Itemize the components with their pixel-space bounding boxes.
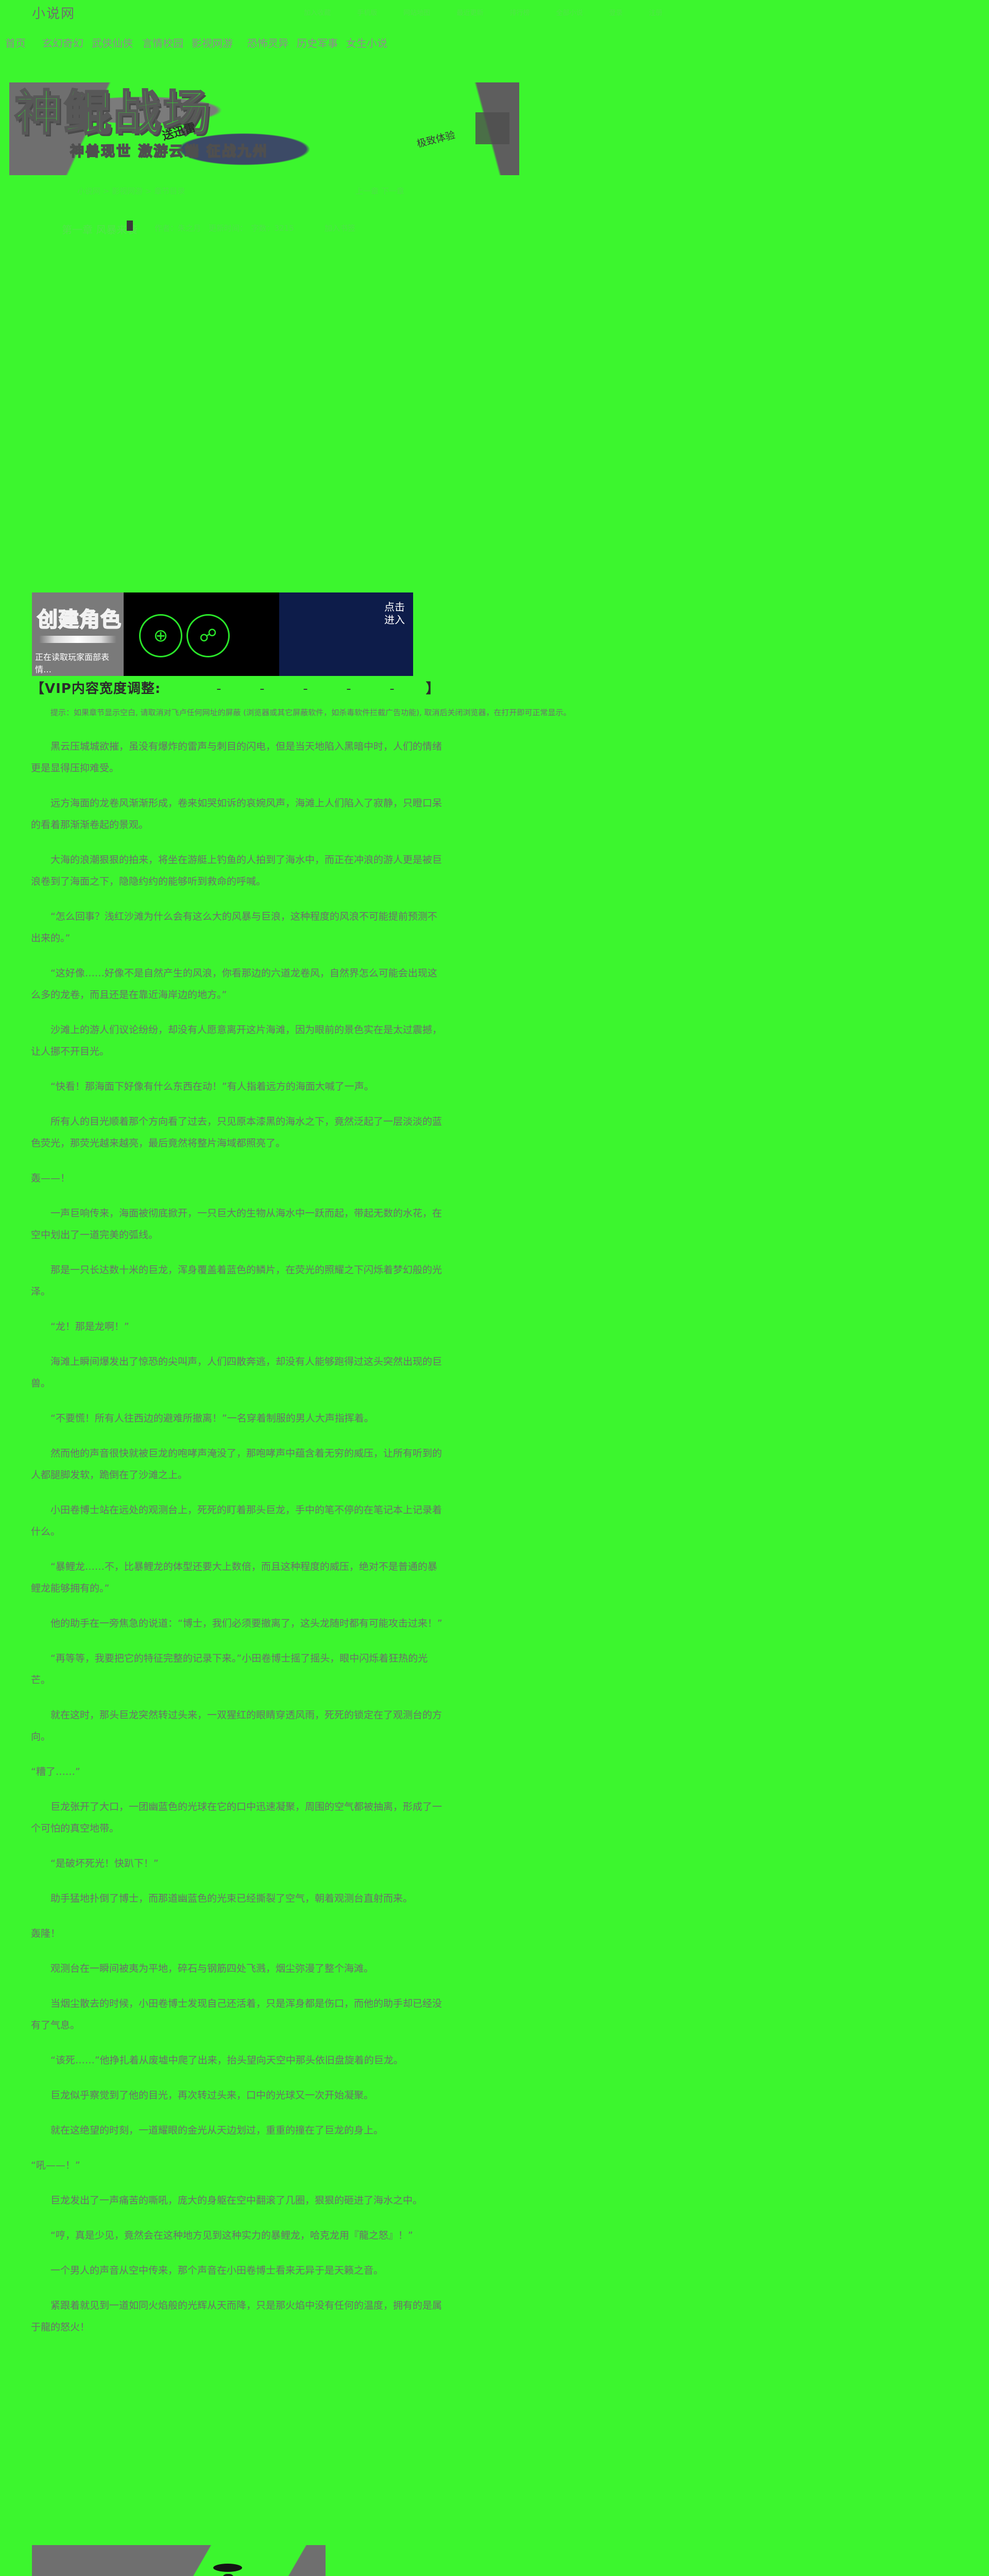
- vip-width-option[interactable]: -: [260, 681, 265, 697]
- paragraph: “龙！那是龙啊！”: [50, 1321, 129, 1332]
- banner-title: 神鲲战场: [13, 86, 213, 141]
- paragraph: 当烟尘散去的时候，小田卷博士发现自己还活着，只是浑身都是伤口，而他的助手却已经没…: [31, 1998, 442, 2031]
- face-scan-icon: ☍: [186, 614, 230, 657]
- main-navigation: 首页 玄幻奇幻 武侠仙侠 言情校园 影视网游 恐怖灵异 历史军事 女生小说: [0, 35, 989, 64]
- topbar-link[interactable]: 登录: [609, 9, 623, 17]
- paragraph: 紧跟着就见到一道如同火焰般的光辉从天而降，只是那火焰中没有任何的温度，拥有的是属…: [31, 2300, 442, 2333]
- paragraph: “不要慌！所有人往西边的避难所撤离！”一名穿着制服的男人大声指挥着。: [50, 1413, 374, 1424]
- paragraph: “是破坏死光！快趴下！”: [50, 1858, 159, 1869]
- topbar-link[interactable]: 最近更新: [456, 9, 484, 17]
- topbar-link[interactable]: 全部小说: [556, 9, 583, 17]
- divider: [39, 636, 116, 643]
- topbar-link[interactable]: 排行榜: [509, 9, 530, 17]
- site-topbar: 小说网 加入收藏 手机版 网站地图 最近更新 排行榜 全部小说 登录 注册: [0, 0, 989, 31]
- banner-badge-icon: [475, 112, 509, 144]
- vip-width-option[interactable]: -: [389, 681, 395, 697]
- paragraph: 就在这绝望的时刻，一道耀眼的金光从天边划过，重重的撞在了巨龙的身上。: [50, 2125, 384, 2136]
- paragraph: “再等等，我要把它的特征完整的记录下来。”小田卷博士摇了摇头，眼中闪烁着狂热的光…: [31, 1653, 428, 1686]
- paragraph: 海滩上瞬间爆发出了惊恐的尖叫声，人们四散奔逃，却没有人能够跑得过这头突然出现的巨…: [31, 1356, 442, 1389]
- paragraph: 一个男人的声音从空中传来，那个声音在小田卷博士看来无异于是天籁之音。: [50, 2265, 384, 2276]
- paragraph: 所有人的目光顺着那个方向看了过去，只见原本漆黑的海水之下，竟然泛起了一层淡淡的蓝…: [31, 1116, 442, 1149]
- paragraph: 一声巨响传来，海面被彻底掀开，一只巨大的生物从海水中一跃而起，带起无数的水花，在…: [31, 1208, 442, 1241]
- paragraph: 沙滩上的游人们议论纷纷，却没有人愿意离开这片海滩，因为眼前的景色实在是太过震撼，…: [31, 1024, 442, 1057]
- nav-item-fantasy[interactable]: 玄幻奇幻: [42, 37, 83, 49]
- paragraph: “快看！那海面下好像有什么东西在动！”有人指着远方的海面大喊了一声。: [50, 1081, 374, 1092]
- paragraph: 轰隆！: [31, 1928, 61, 1939]
- nav-item-game[interactable]: 影视网游: [192, 37, 233, 49]
- game-ad-cta-button[interactable]: 点击进入: [384, 601, 405, 626]
- site-logo[interactable]: 小说网: [32, 6, 76, 22]
- paragraph: 轰——！: [31, 1173, 71, 1184]
- topbar-link[interactable]: 注册: [649, 9, 662, 17]
- paragraph: “该死……”他挣扎着从废墟中爬了出来，抬头望向天空中那头依旧盘旋着的巨龙。: [50, 2055, 403, 2066]
- paragraph: “糟了……”: [31, 1766, 80, 1777]
- face-target-icon: ⊕: [139, 614, 182, 657]
- bookmark-button[interactable]: 加入书签: [325, 224, 356, 233]
- airplane-icon: [213, 2564, 242, 2572]
- paragraph: “怎么回事？浅红沙滩为什么会有这么大的风暴与巨浪，这种程度的风浪不可能提前预测不…: [31, 911, 437, 944]
- breadcrumb-nav[interactable]: 上一章 下一章: [355, 187, 404, 196]
- nav-item-wuxia[interactable]: 武侠仙侠: [92, 37, 133, 49]
- hot-air-balloon-icon: [221, 2574, 235, 2576]
- vip-width-options: - - - - -: [200, 681, 411, 697]
- game-ad-box[interactable]: 创建角色 正在读取玩家面部表情… ⊕ ☍ 点击进入: [32, 592, 413, 676]
- paragraph: “哼，真是少见，竟然会在这种地方见到这种实力的暴鲤龙，哈克龙用『龍之怒』！”: [50, 2230, 413, 2241]
- topbar-link-list: 加入收藏 手机版 网站地图 最近更新 排行榜 全部小说 登录 注册: [304, 7, 922, 17]
- topbar-link[interactable]: 加入收藏: [304, 9, 331, 17]
- topbar-link[interactable]: 网站地图: [403, 9, 431, 17]
- banner-artwork: [9, 82, 519, 175]
- nav-item-romance[interactable]: 言情校园: [142, 37, 183, 49]
- paragraph: 助手猛地扑倒了博士，而那道幽蓝色的光束已经撕裂了空气，朝着观测台直射而来。: [50, 1893, 413, 1904]
- nav-item-horror[interactable]: 恐怖灵异: [247, 37, 288, 49]
- vip-width-label: 【VIP内容宽度调整:: [31, 681, 161, 697]
- paragraph: 巨龙似乎察觉到了他的目光，再次转过头来，口中的光球又一次开始凝聚。: [50, 2090, 374, 2101]
- nav-item-home[interactable]: 首页: [5, 37, 26, 49]
- game-ad-left-panel: 创建角色 正在读取玩家面部表情…: [32, 592, 124, 676]
- banner-artwork: [32, 2545, 326, 2576]
- paragraph: 观测台在一瞬间被夷为平地，碎石与钢筋四处飞溅，烟尘弥漫了整个海滩。: [50, 1963, 374, 1974]
- paragraph: 大海的浪潮狠狠的拍来，将坐在游艇上钓鱼的人拍到了海水中，而正在冲浪的游人更是被巨…: [31, 854, 442, 887]
- paragraph: “这好像……好像不是自然产生的风浪，你看那边的六道龙卷风，自然界怎么可能会出现这…: [31, 968, 437, 1001]
- vip-width-bracket: 】: [425, 681, 440, 697]
- game-ad-preview: ⊕ ☍: [124, 592, 279, 676]
- paragraph: 然而他的声音很快就被巨龙的咆哮声淹没了，那咆哮声中蕴含着无穷的威压，让所有听到的…: [31, 1448, 442, 1481]
- paragraph: “暴鲤龙……不，比暴鲤龙的体型还要大上数倍，而且这种程度的威压，绝对不是普通的暴…: [31, 1561, 437, 1594]
- banner-subtitle: 神兽现世 激游云端 征战九州: [70, 143, 268, 160]
- chapter-meta: 作者：朱之月 更新时间： 字数：3215: [155, 224, 294, 233]
- paragraph: 那是一只长达数十米的巨龙，浑身覆盖着蓝色的鳞片，在荧光的照耀之下闪烁着梦幻般的光…: [31, 1264, 442, 1297]
- paragraph: 他的助手在一旁焦急的说道：“博士，我们必须要撤离了，这头龙随时都有可能攻击过来！…: [50, 1618, 442, 1629]
- nav-item-history[interactable]: 历史军事: [297, 37, 338, 49]
- paragraph: “吼——！”: [31, 2160, 80, 2171]
- paragraph: 黑云压城城欲摧，虽没有爆炸的雷声与刺目的闪电，但是当天地陷入黑暗中时，人们的情绪…: [31, 741, 442, 774]
- display-tip-text: 提示：如果章节显示空白, 请取消对飞卢任何网址的屏蔽 (浏览器或其它屏蔽软件，如…: [50, 708, 571, 717]
- paragraph: 远方海面的龙卷风渐渐形成，卷来如哭如诉的哀婉风声，海滩上人们陷入了寂静，只瞪口呆…: [31, 798, 442, 831]
- vip-width-option[interactable]: -: [216, 681, 222, 697]
- paragraph: 巨龙张开了大口，一团幽蓝色的光球在它的口中迅速凝聚，周围的空气都被抽离，形成了一…: [31, 1801, 442, 1834]
- game-ad-right-panel: 点击进入: [279, 592, 413, 676]
- paragraph: 就在这时，那头巨龙突然转过头来，一双猩红的眼睛穿透风雨，死死的锁定在了观测台的方…: [31, 1709, 442, 1742]
- top-banner-ad[interactable]: 神鲲战场 神兽现世 激游云端 征战九州 送迅雷 极致体验: [9, 82, 519, 175]
- paragraph: 小田卷博士站在远处的观测台上，死死的盯着那头巨龙，手中的笔不停的在笔记本上记录着…: [31, 1504, 442, 1537]
- game-ad-note: 正在读取玩家面部表情…: [35, 652, 110, 674]
- chapter-title: 第一章 风暴来袭: [62, 224, 138, 236]
- vip-width-option[interactable]: -: [346, 681, 352, 697]
- chapter-body: 黑云压城城欲摧，虽没有爆炸的雷声与刺目的闪电，但是当天地陷入黑暗中时，人们的情绪…: [31, 736, 443, 2351]
- chapter-marker-icon: [127, 221, 133, 231]
- vip-width-adjust-bar: 【VIP内容宽度调整: - - - - - 】: [31, 678, 440, 697]
- nav-item-female[interactable]: 女生小说: [346, 37, 387, 49]
- paragraph: 巨龙发出了一声痛苦的嘶吼，庞大的身躯在空中翻滚了几圈，狠狠的砸进了海水之中。: [50, 2195, 423, 2206]
- bottom-banner-ad[interactable]: 乐水“澳”游 澳大利亚旅游国家馆 品质之旅: [32, 2545, 326, 2576]
- game-ad-headline: 创建角色: [37, 607, 122, 632]
- topbar-link[interactable]: 手机版: [357, 9, 378, 17]
- vip-width-option[interactable]: -: [303, 681, 309, 697]
- breadcrumb[interactable]: 小说网 > 影视网游 > 章节目录: [77, 187, 185, 196]
